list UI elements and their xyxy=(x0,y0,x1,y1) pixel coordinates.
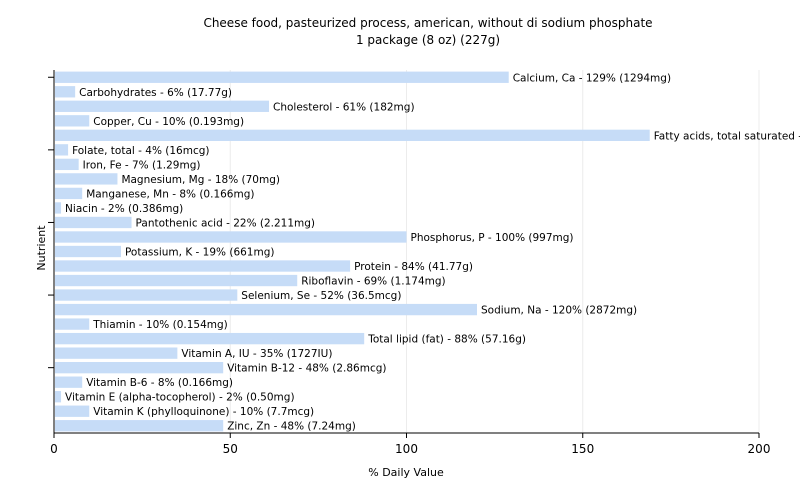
grid-lines xyxy=(229,70,760,433)
bar xyxy=(55,231,407,243)
bar xyxy=(55,274,298,287)
bars-group: Calcium, Ca - 129% (1294mg) Carbohydrates… xyxy=(55,71,800,433)
bar-label: Riboflavin - 69% (1.174mg) xyxy=(301,276,445,288)
bar-label: Iron, Fe - 7% (1.29mg) xyxy=(83,159,201,171)
chart-subtitle: 1 package (8 oz) (227g) xyxy=(356,33,500,47)
bar xyxy=(55,100,270,112)
bar xyxy=(55,86,76,98)
bar-label: Calcium, Ca - 129% (1294mg) xyxy=(513,72,671,84)
bar-label: Carbohydrates - 6% (17.77g) xyxy=(79,87,232,99)
bar xyxy=(55,420,224,432)
bar xyxy=(55,173,118,185)
bar-label: Fatty acids, total saturated - 169% (33.… xyxy=(654,130,800,142)
bar xyxy=(55,71,509,83)
bar xyxy=(55,260,351,272)
bar xyxy=(55,332,365,345)
x-tick-label: 100 xyxy=(395,442,418,456)
bar xyxy=(55,245,121,258)
bar xyxy=(55,144,69,156)
y-axis-label: Nutrient xyxy=(35,225,48,271)
x-tick-label: 50 xyxy=(223,442,238,456)
chart-title: Cheese food, pasteurized process, americ… xyxy=(203,16,652,30)
bar-label: Manganese, Mn - 8% (0.166mg) xyxy=(86,188,254,200)
bar xyxy=(55,303,477,316)
bar xyxy=(55,376,83,388)
bar xyxy=(55,347,178,359)
x-tick-label: 150 xyxy=(571,442,594,456)
bar xyxy=(55,158,79,171)
x-axis-label: % Daily Value xyxy=(368,466,444,479)
bar xyxy=(55,405,90,417)
bar-label: Magnesium, Mg - 18% (70mg) xyxy=(121,174,280,186)
x-tick-label: 0 xyxy=(50,442,58,456)
bar xyxy=(55,289,238,301)
bar xyxy=(55,361,224,374)
bar-label: Potassium, K - 19% (661mg) xyxy=(125,247,275,259)
bar-label: Vitamin B-12 - 48% (2.86mcg) xyxy=(227,363,386,375)
bar xyxy=(55,318,90,330)
bar-label: Pantothenic acid - 22% (2.211mg) xyxy=(136,217,315,229)
bar-label: Folate, total - 4% (16mcg) xyxy=(72,145,209,157)
bar-label: Cholesterol - 61% (182mg) xyxy=(273,101,415,113)
bar-label: Sodium, Na - 120% (2872mg) xyxy=(481,305,637,317)
bar-label: Vitamin K (phylloquinone) - 10% (7.7mcg) xyxy=(93,406,314,418)
bar xyxy=(55,129,650,142)
bar-label: Thiamin - 10% (0.154mg) xyxy=(92,319,228,331)
bar-label: Copper, Cu - 10% (0.193mg) xyxy=(93,116,244,128)
x-tick-label: 200 xyxy=(748,442,771,456)
bar-label: Niacin - 2% (0.386mg) xyxy=(65,203,183,215)
bar xyxy=(55,216,132,229)
bar-label: Protein - 84% (41.77g) xyxy=(354,261,473,273)
bar xyxy=(55,115,90,127)
bar-label: Vitamin A, IU - 35% (1727IU) xyxy=(181,348,332,360)
axes-group: 0 50 100 150 200 xyxy=(48,70,770,456)
bar-label: Total lipid (fat) - 88% (57.16g) xyxy=(367,334,526,346)
bar-label: Vitamin B-6 - 8% (0.166mg) xyxy=(86,377,233,389)
bar-label: Vitamin E (alpha-tocopherol) - 2% (0.50m… xyxy=(65,392,294,404)
bar-label: Zinc, Zn - 48% (7.24mg) xyxy=(227,421,356,433)
bar xyxy=(55,202,62,214)
bar-label: Phosphorus, P - 100% (997mg) xyxy=(411,232,574,244)
bar xyxy=(55,391,62,403)
bar-label: Selenium, Se - 52% (36.5mcg) xyxy=(241,290,401,302)
bar xyxy=(55,187,83,200)
